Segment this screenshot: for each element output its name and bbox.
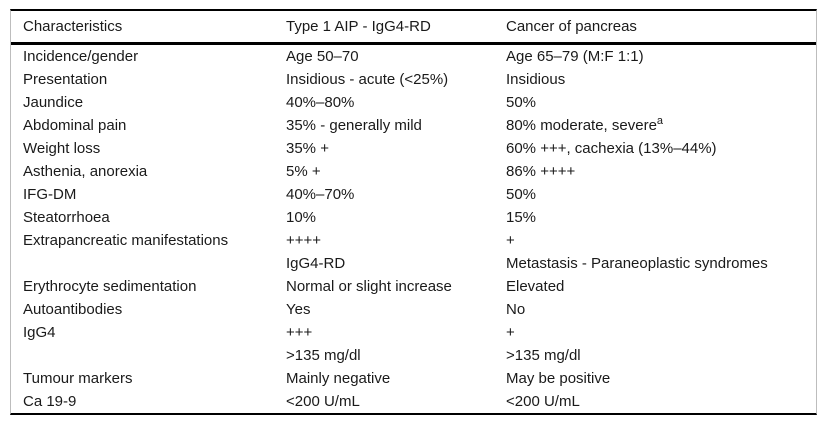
cell-aip: Normal or slight increase	[286, 278, 452, 295]
cell-aip: >135 mg/dl	[286, 347, 361, 364]
cell-cancer: 50%	[506, 186, 537, 203]
cell-cancer: Age 65–79 (M:F 1:1)	[506, 48, 644, 65]
row-label: Tumour markers	[23, 370, 133, 387]
table-row: Autoantibodies Yes No	[11, 298, 816, 321]
row-label: Ca 19-9	[23, 393, 77, 410]
table-row: IgG4 +++ +	[11, 321, 816, 344]
cell-cancer: Metastasis - Paraneoplastic syndromes	[506, 255, 768, 272]
row-label: Autoantibodies	[23, 301, 123, 318]
cell-aip: +++	[286, 324, 313, 341]
table-body: Incidence/gender Age 50–70 Age 65–79 (M:…	[11, 45, 816, 413]
row-label: IFG-DM	[23, 186, 77, 203]
cell-cancer-text: 80% moderate, severe	[506, 117, 657, 134]
cell-cancer: +	[506, 324, 515, 341]
cell-aip: <200 U/mL	[286, 393, 360, 410]
table-row: Incidence/gender Age 50–70 Age 65–79 (M:…	[11, 45, 816, 68]
cell-cancer: Insidious	[506, 71, 566, 88]
table-row: Tumour markers Mainly negative May be po…	[11, 367, 816, 390]
cell-aip: 40%–80%	[286, 94, 355, 111]
cell-cancer: 15%	[506, 209, 537, 226]
row-label: Weight loss	[23, 140, 101, 157]
table-row: Abdominal pain 35% - generally mild 80% …	[11, 114, 816, 137]
footnote-marker: a	[656, 115, 664, 127]
row-label: Jaundice	[23, 94, 84, 111]
table-row: Weight loss 35% + 60% +++, cachexia (13%…	[11, 137, 816, 160]
cell-cancer: 80% moderate, severea	[506, 114, 816, 137]
cell-aip: Yes	[286, 301, 311, 318]
cell-aip: 35% - generally mild	[286, 117, 422, 134]
row-label: Erythrocyte sedimentation	[23, 278, 197, 295]
cell-cancer: +	[506, 232, 515, 249]
table-row: >135 mg/dl >135 mg/dl	[11, 344, 816, 367]
cell-cancer: Elevated	[506, 278, 565, 295]
table-header-row: Characteristics Type 1 AIP - IgG4-RD Can…	[11, 11, 816, 45]
row-label: Presentation	[23, 71, 108, 88]
cell-cancer: May be positive	[506, 370, 611, 387]
table-row: Ca 19-9 <200 U/mL <200 U/mL	[11, 390, 816, 413]
cell-cancer: No	[506, 301, 526, 318]
table-row: Extrapancreatic manifestations ++++ +	[11, 229, 816, 252]
table-row: IgG4-RD Metastasis - Paraneoplastic synd…	[11, 252, 816, 275]
row-label: Extrapancreatic manifestations	[23, 232, 229, 249]
cell-cancer: 86% ++++	[506, 163, 576, 180]
table-row: IFG-DM 40%–70% 50%	[11, 183, 816, 206]
cell-aip: Age 50–70	[286, 48, 359, 65]
cell-cancer: >135 mg/dl	[506, 347, 581, 364]
row-label: Abdominal pain	[23, 117, 127, 134]
table-row: Presentation Insidious - acute (<25%) In…	[11, 68, 816, 91]
cell-aip: ++++	[286, 232, 322, 249]
column-header-type1-aip: Type 1 AIP - IgG4-RD	[286, 18, 431, 35]
cell-aip: 5% +	[286, 163, 321, 180]
table-row: Erythrocyte sedimentation Normal or slig…	[11, 275, 816, 298]
column-header-cancer-pancreas: Cancer of pancreas	[506, 18, 637, 35]
table-row: Steatorrhoea 10% 15%	[11, 206, 816, 229]
row-label: IgG4	[23, 324, 56, 341]
column-header-characteristics: Characteristics	[23, 18, 123, 35]
cell-aip: 10%	[286, 209, 317, 226]
cell-aip: Mainly negative	[286, 370, 391, 387]
cell-cancer: 50%	[506, 94, 537, 111]
row-label: Asthenia, anorexia	[23, 163, 148, 180]
table-row: Asthenia, anorexia 5% + 86% ++++	[11, 160, 816, 183]
row-label: Steatorrhoea	[23, 209, 110, 226]
table-row: Jaundice 40%–80% 50%	[11, 91, 816, 114]
cell-cancer: 60% +++, cachexia (13%–44%)	[506, 140, 717, 157]
cell-cancer: <200 U/mL	[506, 393, 580, 410]
row-label: Incidence/gender	[23, 48, 139, 65]
cell-aip: IgG4-RD	[286, 255, 346, 272]
comparison-table: Characteristics Type 1 AIP - IgG4-RD Can…	[10, 9, 817, 415]
cell-aip: Insidious - acute (<25%)	[286, 71, 449, 88]
cell-aip: 40%–70%	[286, 186, 355, 203]
cell-aip: 35% +	[286, 140, 329, 157]
